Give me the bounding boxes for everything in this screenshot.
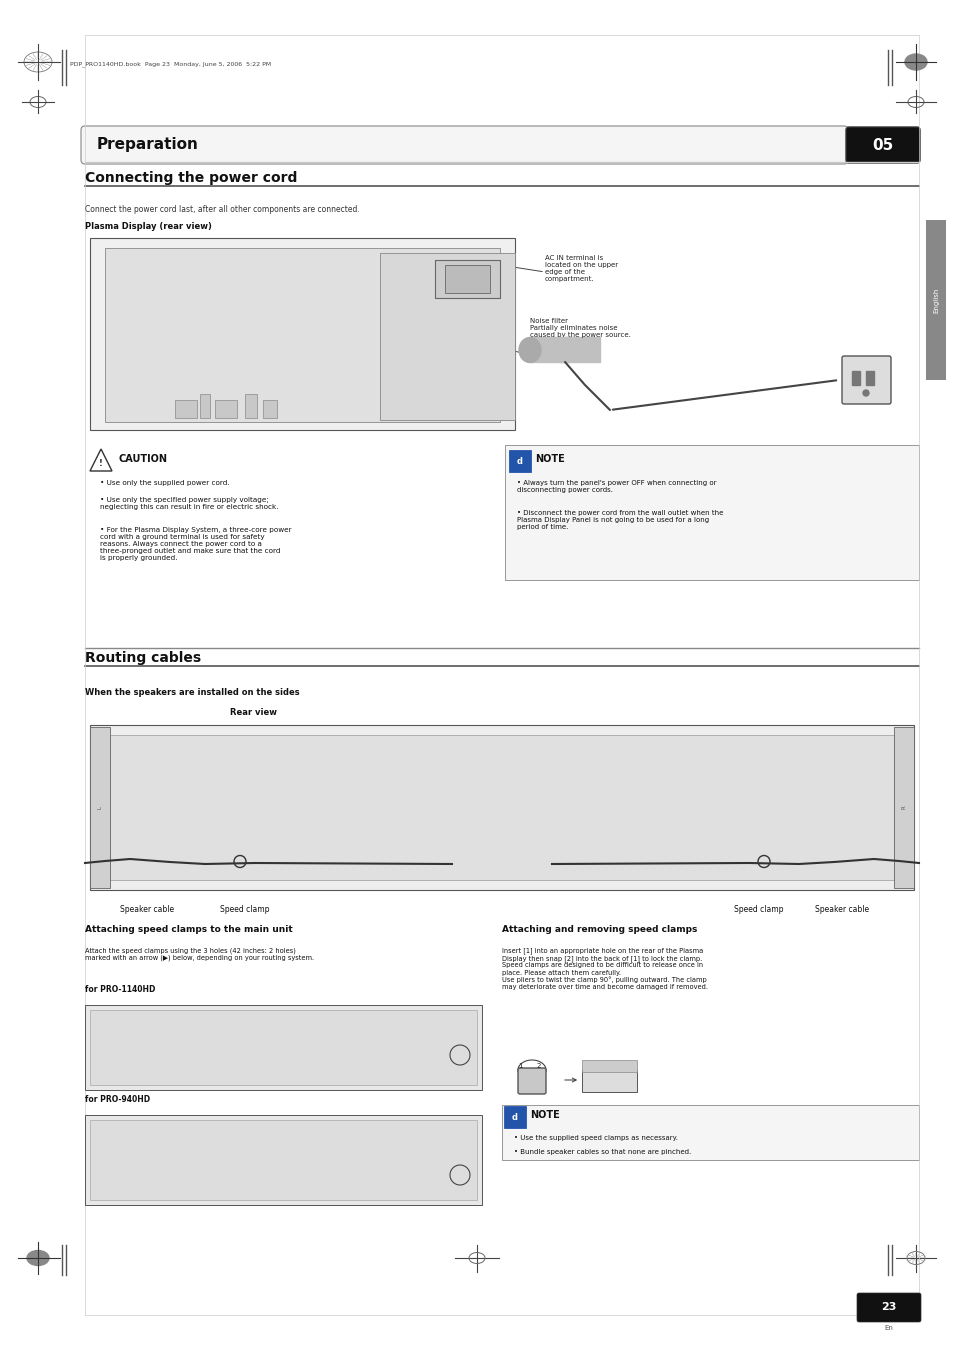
FancyBboxPatch shape	[503, 1106, 525, 1128]
Bar	[90, 725, 913, 890]
Text: • Use only the supplied power cord.: • Use only the supplied power cord.	[100, 480, 230, 486]
Text: Speaker cable: Speaker cable	[814, 905, 868, 915]
Text: 1: 1	[517, 1063, 522, 1069]
Bar	[501, 1105, 918, 1161]
Bar	[245, 394, 256, 417]
Bar	[435, 259, 499, 299]
Text: Speed clamp: Speed clamp	[733, 905, 782, 915]
Bar	[110, 735, 893, 880]
Bar	[925, 220, 945, 380]
Bar	[214, 400, 236, 417]
Text: d: d	[517, 457, 522, 466]
Text: • Use the supplied speed clamps as necessary.: • Use the supplied speed clamps as neces…	[514, 1135, 678, 1142]
Bar	[504, 444, 918, 580]
Text: • Disconnect the power cord from the wall outlet when the
Plasma Display Panel i: • Disconnect the power cord from the wal…	[517, 509, 722, 530]
Ellipse shape	[27, 1251, 49, 1266]
Text: PDP_PRO1140HD.book  Page 23  Monday, June 5, 2006  5:22 PM: PDP_PRO1140HD.book Page 23 Monday, June …	[70, 61, 271, 66]
Bar	[581, 1061, 637, 1071]
Bar	[90, 1011, 476, 1085]
Text: Plasma Display (rear view): Plasma Display (rear view)	[85, 222, 212, 231]
Ellipse shape	[530, 338, 599, 362]
Bar	[893, 727, 913, 888]
Text: for PRO-940HD: for PRO-940HD	[85, 1096, 150, 1104]
Text: • For the Plasma Display System, a three-core power
cord with a ground terminal : • For the Plasma Display System, a three…	[100, 527, 292, 561]
Circle shape	[862, 390, 868, 396]
Text: CAUTION: CAUTION	[118, 454, 167, 463]
Text: English: English	[932, 288, 938, 312]
Text: Routing cables: Routing cables	[85, 651, 201, 665]
Text: Attaching speed clamps to the main unit: Attaching speed clamps to the main unit	[85, 925, 293, 934]
Text: Preparation: Preparation	[97, 138, 198, 153]
Text: d: d	[512, 1112, 517, 1121]
Text: Connect the power cord last, after all other components are connected.: Connect the power cord last, after all o…	[85, 205, 359, 213]
Bar	[379, 253, 515, 420]
Text: En: En	[883, 1325, 893, 1331]
Text: NOTE: NOTE	[535, 454, 564, 463]
Bar	[90, 238, 515, 430]
FancyBboxPatch shape	[845, 127, 919, 163]
Bar	[851, 372, 859, 385]
FancyBboxPatch shape	[841, 357, 890, 404]
Text: Attach the speed clamps using the 3 holes (42 inches: 2 holes)
marked with an ar: Attach the speed clamps using the 3 hole…	[85, 947, 314, 961]
Bar	[105, 249, 499, 422]
Bar	[581, 1070, 637, 1092]
Text: • Bundle speaker cables so that none are pinched.: • Bundle speaker cables so that none are…	[514, 1148, 691, 1155]
Ellipse shape	[904, 54, 926, 70]
Text: Noise filter
Partially eliminates noise
caused by the power source.: Noise filter Partially eliminates noise …	[530, 317, 630, 338]
Text: When the speakers are installed on the sides: When the speakers are installed on the s…	[85, 688, 299, 697]
Bar	[444, 265, 490, 293]
Text: 23: 23	[881, 1302, 896, 1313]
FancyBboxPatch shape	[856, 1293, 920, 1323]
Bar	[85, 1005, 481, 1090]
Text: R: R	[901, 805, 905, 809]
FancyBboxPatch shape	[81, 126, 847, 163]
Text: 05: 05	[871, 138, 893, 153]
Bar	[174, 400, 196, 417]
Text: • Use only the specified power supply voltage;
neglecting this can result in fir: • Use only the specified power supply vo…	[100, 497, 278, 509]
Text: Attaching and removing speed clamps: Attaching and removing speed clamps	[501, 925, 697, 934]
Text: Speaker cable: Speaker cable	[120, 905, 174, 915]
Text: Rear view: Rear view	[230, 708, 276, 717]
FancyBboxPatch shape	[517, 1069, 545, 1094]
Bar	[90, 1120, 476, 1200]
Text: Connecting the power cord: Connecting the power cord	[85, 172, 297, 185]
Text: AC IN terminal is
located on the upper
edge of the
compartment.: AC IN terminal is located on the upper e…	[544, 255, 618, 282]
FancyBboxPatch shape	[509, 450, 531, 471]
Bar	[85, 1115, 481, 1205]
Bar	[263, 400, 276, 417]
Text: Speed clamp: Speed clamp	[220, 905, 269, 915]
Text: L: L	[97, 807, 102, 809]
Bar	[90, 727, 110, 888]
Bar	[865, 372, 873, 385]
Text: NOTE: NOTE	[530, 1111, 559, 1120]
Text: 2: 2	[537, 1063, 540, 1069]
Text: for PRO-1140HD: for PRO-1140HD	[85, 985, 155, 994]
Text: !: !	[99, 458, 103, 467]
Text: Power cord: Power cord	[406, 340, 444, 346]
Ellipse shape	[518, 338, 540, 362]
Bar	[530, 336, 599, 362]
Text: Insert [1] into an appropriate hole on the rear of the Plasma
Display then snap : Insert [1] into an appropriate hole on t…	[501, 947, 707, 990]
Bar	[200, 394, 210, 417]
Text: • Always turn the panel's power OFF when connecting or
disconnecting power cords: • Always turn the panel's power OFF when…	[517, 480, 716, 493]
